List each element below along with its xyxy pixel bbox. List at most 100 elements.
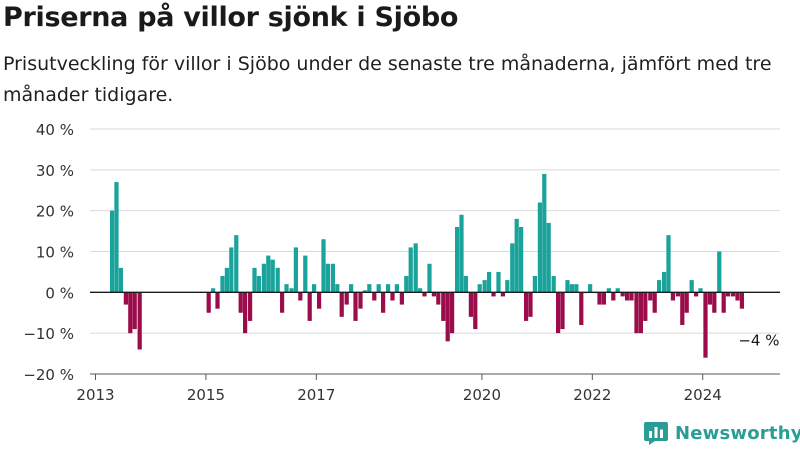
bar <box>358 292 363 309</box>
bar <box>707 292 713 305</box>
bar <box>721 292 726 313</box>
bar <box>565 280 570 293</box>
bar <box>441 292 446 321</box>
bar <box>132 292 137 330</box>
bar <box>417 288 423 293</box>
bar <box>523 292 529 321</box>
bar <box>408 247 413 293</box>
bar <box>422 292 427 297</box>
bar <box>279 292 285 313</box>
bar <box>367 284 372 293</box>
x-tick-label: 2013 <box>76 386 114 404</box>
bar <box>463 276 469 293</box>
bar <box>739 292 745 309</box>
bar <box>514 218 519 293</box>
bar <box>666 235 671 293</box>
bar-chart-logo-icon <box>644 422 668 445</box>
bar <box>477 284 482 293</box>
bar <box>574 284 579 293</box>
chart-subtitle: Prisutveckling för villor i Sjöbo under … <box>3 53 772 106</box>
bar <box>413 243 418 293</box>
bar <box>436 292 441 305</box>
bar <box>555 292 561 334</box>
bar <box>206 292 211 313</box>
bar <box>703 292 708 358</box>
y-tick-label: 0 % <box>45 284 74 302</box>
x-tick-label: 2020 <box>463 386 501 404</box>
bar <box>252 267 257 293</box>
bar <box>215 292 220 309</box>
bar <box>500 292 506 297</box>
bar <box>698 288 703 293</box>
x-tick-label: 2022 <box>573 386 611 404</box>
bar <box>344 292 349 305</box>
bar <box>289 288 294 293</box>
bar <box>730 292 736 297</box>
bar <box>717 251 722 293</box>
bar <box>266 255 271 293</box>
bar <box>284 284 289 293</box>
x-tick-label: 2017 <box>297 386 335 404</box>
bar <box>726 292 731 297</box>
bar <box>137 292 142 350</box>
bar <box>261 263 266 293</box>
bar <box>394 284 400 293</box>
x-tick-label: 2024 <box>684 386 722 404</box>
bar <box>445 292 450 342</box>
bar <box>638 292 644 334</box>
bar <box>510 243 515 293</box>
bar <box>643 292 648 321</box>
bar <box>362 290 368 293</box>
bar <box>431 292 437 297</box>
bar <box>597 292 602 305</box>
bar <box>601 292 607 305</box>
bar <box>335 284 340 293</box>
bar <box>486 271 492 293</box>
bar <box>247 292 253 321</box>
bar <box>293 247 299 293</box>
bar <box>234 235 239 293</box>
bar <box>661 271 667 293</box>
bar <box>238 292 243 313</box>
bar <box>551 276 556 293</box>
bar <box>491 292 496 297</box>
bar <box>735 292 740 301</box>
bar <box>118 267 124 293</box>
bar <box>376 284 381 293</box>
y-tick-label: −10 % <box>23 325 74 343</box>
brand-name: Newsworthy <box>675 422 800 444</box>
bar <box>312 284 317 293</box>
x-tick-label: 2015 <box>187 386 225 404</box>
bar <box>606 288 611 293</box>
bar <box>454 227 460 293</box>
bar <box>496 271 501 293</box>
bar <box>114 182 119 293</box>
bar <box>620 292 625 297</box>
bar <box>615 288 620 293</box>
chart-title: Priserna på villor sjönk i Sjöbo <box>3 2 459 33</box>
bar <box>224 267 230 293</box>
value-annotation: −4 % <box>738 332 779 350</box>
bar <box>473 292 478 330</box>
bar <box>560 292 565 330</box>
bar <box>537 202 542 293</box>
bar <box>210 288 216 293</box>
brand-logo: Newsworthy <box>643 419 800 447</box>
bar <box>675 292 680 297</box>
bar <box>528 292 533 317</box>
y-tick-label: 10 % <box>36 244 74 262</box>
bar <box>348 284 354 293</box>
bar <box>689 280 694 293</box>
bar <box>670 292 676 301</box>
bar <box>579 292 584 325</box>
bar <box>684 292 689 313</box>
bar <box>588 284 593 293</box>
bar <box>339 292 344 317</box>
bar <box>459 214 464 293</box>
bar <box>624 292 630 301</box>
bar <box>298 292 303 301</box>
bar <box>372 292 377 301</box>
bar <box>275 267 280 293</box>
bar <box>243 292 248 334</box>
bar <box>128 292 133 334</box>
